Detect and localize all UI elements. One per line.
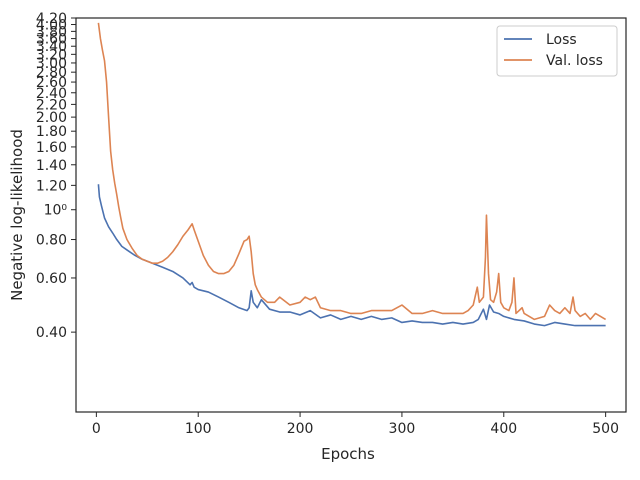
y-tick-label: 1.80: [36, 124, 67, 140]
y-tick-label: 0.80: [36, 233, 67, 249]
x-tick-label: 300: [389, 421, 416, 437]
x-axis-label: Epochs: [321, 445, 375, 463]
y-tick-label: 3.40: [36, 39, 67, 55]
y-tick-label: 3.60: [36, 32, 67, 48]
legend: Loss Val. loss: [496, 25, 618, 77]
y-tick-label: 3.00: [36, 56, 67, 72]
y-tick-label: 0.60: [36, 271, 67, 287]
x-tick-label: 500: [592, 421, 619, 437]
y-tick-label: 1.20: [36, 178, 67, 194]
axes: 0 100 200 300 400 500 0.40 0.60 0.80 10⁰ 1.20 1.40 1…: [36, 11, 627, 437]
legend-label-loss: Loss: [546, 32, 577, 48]
y-axis-label: Negative log-likelihood: [8, 129, 26, 301]
y-tick-label: 1.40: [36, 158, 67, 174]
x-tick-label: 200: [287, 421, 314, 437]
y-tick-label: 2.60: [36, 75, 67, 91]
x-tick-label: 100: [185, 421, 212, 437]
plot-area: [97, 22, 607, 327]
series-line-val-loss: [97, 22, 607, 321]
legend-label-val-loss: Val. loss: [546, 53, 603, 69]
y-tick-label: 2.80: [36, 65, 67, 81]
y-tick-label: 0.40: [36, 325, 67, 341]
x-tick-label: 0: [92, 421, 101, 437]
plot-frame: [75, 17, 627, 413]
y-tick-label: 3.80: [36, 24, 67, 40]
y-tick-label: 2.00: [36, 110, 67, 126]
y-tick-label: 3.20: [36, 47, 67, 63]
y-tick-label: 4.00: [36, 18, 67, 34]
series-line-loss: [97, 184, 606, 327]
y-tick-label: 2.20: [36, 97, 67, 113]
y-tick-label: 2.40: [36, 86, 67, 102]
y-tick-label: 10⁰: [44, 203, 68, 219]
y-tick-label: 1.60: [36, 140, 67, 156]
y-tick-label: 4.20: [36, 11, 67, 27]
x-tick-label: 400: [490, 421, 517, 437]
